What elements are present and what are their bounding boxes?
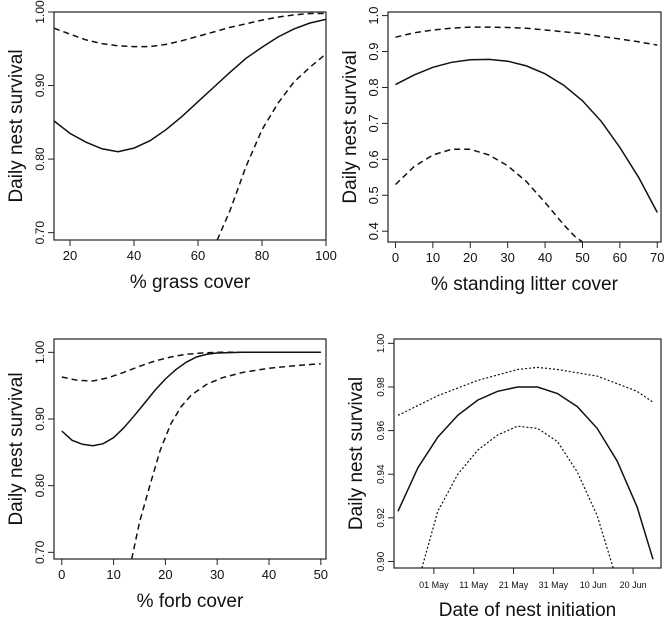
- x-tick-label: 11 May: [459, 580, 488, 590]
- panel-forb-cover: 0 10 20 30 40 50 0.70 0.80 0.90 1.00 % forb cover D…: [6, 338, 328, 612]
- lower-confidence-line: [421, 425, 614, 568]
- x-tick-label: 60: [191, 248, 205, 263]
- x-axis-label: % grass cover: [130, 272, 251, 293]
- y-tick-label: 0.70: [33, 540, 47, 564]
- x-tick-label: 50: [575, 250, 589, 265]
- x-tick-label: 20 Jun: [620, 580, 647, 590]
- x-axis-label: Date of nest initiation: [439, 600, 616, 621]
- y-tick-label: 0.70: [33, 221, 47, 245]
- estimate-line: [395, 58, 658, 213]
- y-tick-label: 0.80: [33, 474, 47, 498]
- y-tick-label: 0.90: [33, 74, 47, 98]
- y-axis-label: Daily nest survival: [6, 49, 27, 202]
- estimate-line: [397, 386, 654, 560]
- x-tick-label: 21 May: [499, 580, 529, 590]
- y-tick-label: 0.94: [376, 464, 387, 484]
- y-tick-label: 0.90: [33, 407, 47, 431]
- x-tick-label: 30: [210, 567, 224, 582]
- plot-frame: [387, 11, 662, 243]
- y-tick-label: 0.80: [33, 147, 47, 171]
- plot-frame: [53, 338, 327, 560]
- y-tick-label: 0.90: [376, 551, 387, 571]
- x-tick-label: 10: [106, 567, 120, 582]
- x-tick-label: 80: [255, 248, 269, 263]
- plot-frame: [393, 338, 662, 569]
- x-tick-label: 30: [500, 250, 514, 265]
- lower-confidence-line: [394, 148, 583, 242]
- x-tick-label: 0: [58, 567, 65, 582]
- y-tick-label: 0.92: [376, 508, 387, 528]
- x-tick-label: 31 May: [539, 580, 569, 590]
- y-tick-label: 0.7: [366, 114, 381, 132]
- y-axis-label: Daily nest survival: [346, 377, 367, 530]
- y-tick-label: 1.0: [366, 7, 381, 25]
- x-tick-label: 10: [426, 250, 440, 265]
- upper-confidence-line: [395, 26, 658, 46]
- x-tick-label: 20: [158, 567, 172, 582]
- x-tick-label: 40: [262, 567, 276, 582]
- y-tick-label: 0.5: [366, 186, 381, 204]
- y-tick-label: 1.00: [33, 340, 47, 364]
- upper-confidence-line: [61, 351, 321, 382]
- y-axis-label: Daily nest survival: [6, 372, 27, 525]
- plot-frame: [53, 11, 327, 241]
- y-tick-label: 0.96: [376, 420, 387, 440]
- x-tick-label: 20: [463, 250, 477, 265]
- y-tick-label: 1.00: [33, 0, 47, 24]
- x-tick-label: 40: [538, 250, 552, 265]
- y-tick-label: 0.9: [366, 42, 381, 60]
- lower-confidence-line: [216, 53, 326, 240]
- upper-confidence-line: [397, 366, 654, 416]
- panel-litter-cover: 0 10 20 30 40 50 60 70 0.4 0.5 0.6 0.7 0.8 0.9 1.0 % st…: [340, 7, 664, 295]
- y-axis-label: Daily nest survival: [340, 50, 361, 203]
- x-tick-label: 50: [314, 567, 328, 582]
- upper-confidence-line: [54, 12, 326, 48]
- y-tick-label: 0.4: [366, 222, 381, 240]
- lower-confidence-line: [130, 362, 321, 559]
- estimate-line: [54, 18, 326, 153]
- y-tick-label: 0.6: [366, 150, 381, 168]
- x-tick-label: 01 May: [419, 580, 449, 590]
- y-tick-label: 0.98: [376, 377, 387, 397]
- y-tick-label: 1.00: [376, 333, 387, 353]
- panel-grass-cover: 20 40 60 80 100 0.70 0.80 0.90 1.00 % grass cover…: [6, 0, 337, 293]
- x-tick-label: 100: [315, 248, 337, 263]
- x-axis-label: % standing litter cover: [431, 274, 619, 295]
- x-tick-label: 0: [392, 250, 399, 265]
- x-tick-label: 10 Jun: [580, 580, 607, 590]
- y-tick-label: 0.8: [366, 78, 381, 96]
- panel-nest-date: 01 May 11 May 21 May 31 May 10 Jun 20 Jun 0.90…: [346, 333, 662, 621]
- x-tick-label: 20: [63, 248, 77, 263]
- x-tick-label: 70: [650, 250, 664, 265]
- x-tick-label: 60: [613, 250, 627, 265]
- x-axis-label: % forb cover: [137, 591, 244, 612]
- x-tick-label: 40: [127, 248, 141, 263]
